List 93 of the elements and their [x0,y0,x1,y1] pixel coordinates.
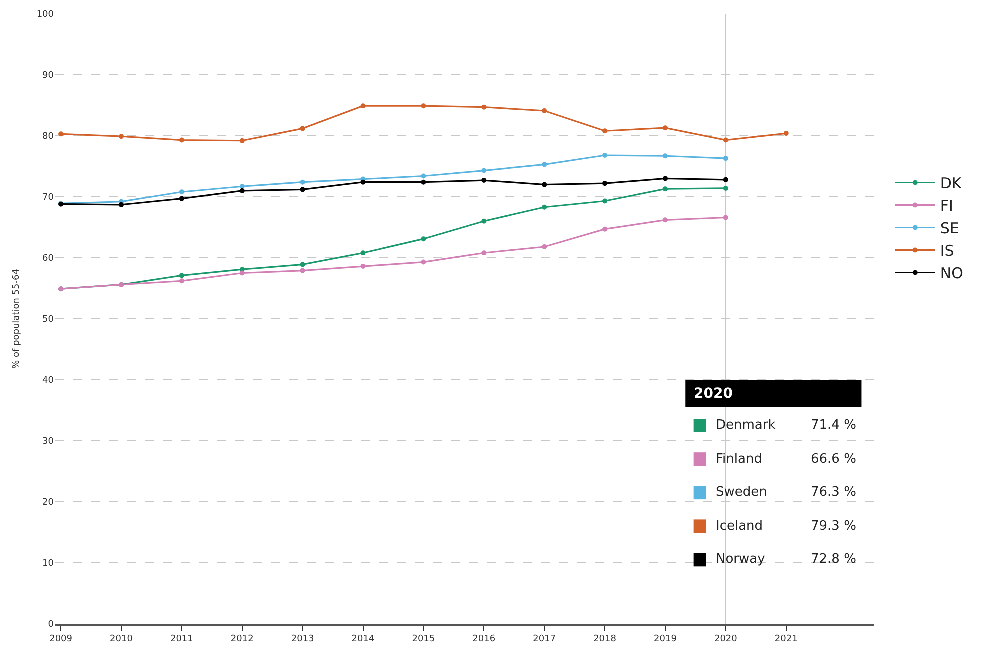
point [602,226,608,232]
point [542,182,548,188]
annotation: Sweden [716,485,768,500]
point [300,268,306,274]
x-tick-label: 2015 [412,634,436,645]
point [421,174,426,179]
y-tick-label: 70 [42,193,54,204]
annotation: 2020 [694,386,734,402]
legend-label: IS [940,242,954,260]
point [602,198,608,204]
point [482,218,487,224]
point [300,126,306,132]
y-tick-label: 60 [42,254,54,264]
point [360,250,366,256]
point [723,177,728,182]
x-tick-label: 2009 [50,634,73,645]
annotation: 72.8 % [811,552,856,567]
point [482,168,487,174]
x-tick-label: 2010 [110,634,134,645]
x-tick-label: 2019 [654,634,678,645]
point [723,156,728,162]
point [542,204,548,210]
x-tick-label: 2012 [230,634,254,645]
point [602,128,608,134]
annotation: 71.4 % [811,418,856,433]
x-tick-label: 2021 [774,634,798,645]
point [421,104,426,109]
point [421,180,426,185]
point [421,236,426,242]
y-tick-label: 50 [42,315,54,326]
point [360,104,366,109]
annotation: Norway [716,552,766,567]
y-tick-label: 10 [42,559,54,570]
point [482,250,487,256]
point [179,138,184,143]
point [602,153,608,158]
y-tick-label: 20 [42,498,54,508]
point [300,262,306,268]
y-tick-label: 0 [48,620,54,630]
x-tick-label: 2016 [472,634,496,645]
annotation: 79.3 % [811,519,856,534]
y-tick-label: 80 [42,132,54,142]
point [179,273,184,278]
point [662,176,668,182]
point [300,180,306,185]
point [662,218,668,223]
point [723,138,728,143]
y-tick-label: 100 [36,10,54,20]
point [179,190,184,195]
legend-label: DK [940,174,963,193]
y-tick-label: 30 [42,437,54,448]
point [240,270,245,276]
annotation: Denmark [716,418,776,433]
annotation: 66.6 % [811,452,856,467]
point [179,196,184,202]
point [723,215,728,220]
y-tick-label: 90 [42,71,54,82]
point [723,186,728,191]
x-tick-label: 2020 [714,634,738,645]
point [482,104,487,110]
point [784,131,789,136]
point [240,188,245,194]
point [602,181,608,186]
x-tick-label: 2018 [594,634,617,645]
legend-label: FI [940,197,954,216]
point [542,108,548,114]
x-tick-label: 2011 [170,634,194,645]
y-axis-title: % of population 55-64 [12,268,22,369]
annotation: 76.3 % [811,485,856,500]
point [662,126,668,131]
x-tick-label: 2017 [533,634,556,645]
x-tick-label: 2014 [352,634,375,645]
point [542,244,548,250]
x-tick-label: 2013 [291,634,314,645]
point [542,162,548,168]
y-tick-label: 40 [42,376,54,386]
point [300,187,306,192]
point [118,134,124,140]
point [482,178,487,184]
point [360,264,366,270]
point [662,154,668,159]
point [118,202,124,208]
annotation: Iceland [716,519,764,534]
point [360,180,366,185]
point [240,184,245,190]
point [662,186,668,192]
point [179,278,184,284]
point [421,260,426,265]
point [58,132,64,137]
legend-label: NO [940,264,964,283]
annotation: Finland [716,452,762,467]
legend-label: SE [940,220,960,238]
point [240,138,245,144]
